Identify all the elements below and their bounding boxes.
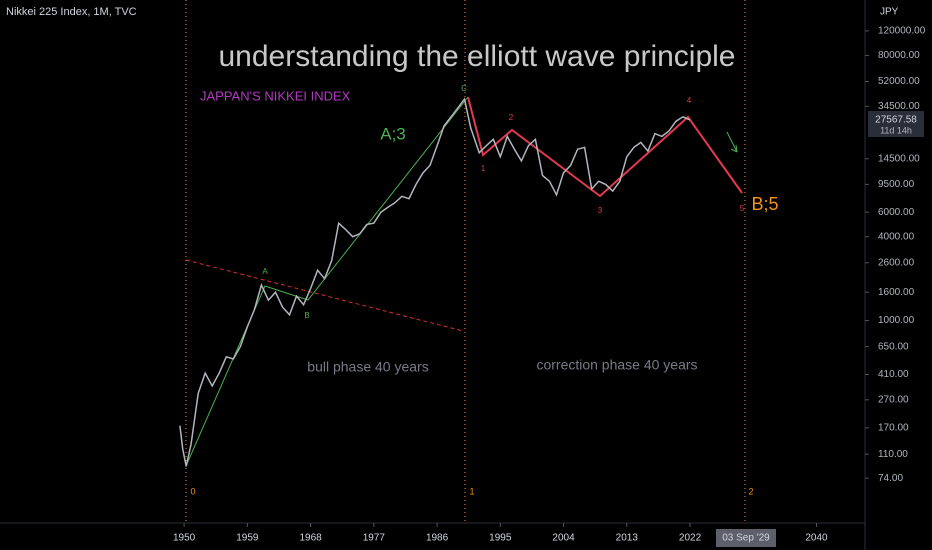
y-tick-label: 6000.00 — [878, 207, 915, 218]
y-tick-label: 52000.00 — [878, 76, 920, 87]
x-tick-label: 1986 — [426, 533, 449, 544]
currency-label: JPY — [880, 7, 899, 18]
crosshair-label: 03 Sep '29 — [722, 533, 770, 544]
wave-line — [185, 96, 469, 467]
countdown-label: 11d 14h — [880, 125, 912, 135]
annotation: 0 — [190, 486, 195, 496]
x-tick-label: 2040 — [805, 533, 828, 544]
y-tick-label: 120000.00 — [878, 26, 926, 37]
annotation: 2 — [509, 113, 514, 122]
price-box — [868, 111, 924, 137]
annotation: 5 — [740, 204, 745, 213]
y-tick-label: 80000.00 — [878, 50, 920, 61]
annotation: B — [304, 311, 309, 320]
annotation: bull phase 40 years — [307, 359, 428, 375]
arrow — [726, 131, 738, 153]
y-tick-label: 1000.00 — [878, 315, 915, 326]
y-tick-label: 110.00 — [878, 449, 908, 460]
y-tick-label: 2600.00 — [878, 257, 915, 268]
symbol-label: Nikkei 225 Index, 1M, TVC — [6, 6, 137, 18]
x-tick-label: 2004 — [552, 533, 575, 544]
x-tick-label: 1977 — [363, 533, 386, 544]
x-tick-label: 2022 — [679, 533, 702, 544]
price-line — [179, 97, 691, 467]
y-tick-label: 9500.00 — [878, 179, 915, 190]
annotation: C — [461, 84, 467, 93]
crosshair-box — [716, 529, 776, 547]
x-tick-label: 1995 — [489, 533, 512, 544]
plot — [179, 97, 691, 467]
chart-subtitle: JAPPAN'S NIKKEI INDEX — [200, 88, 351, 103]
annotation: 3 — [598, 206, 603, 215]
annotation: 4 — [687, 96, 692, 105]
y-tick-label: 650.00 — [878, 341, 909, 352]
x-tick-label: 1950 — [173, 533, 196, 544]
annotation: 2 — [748, 486, 753, 496]
y-tick-label: 410.00 — [878, 369, 909, 380]
wave-line — [467, 96, 743, 198]
annotation: 1 — [481, 164, 486, 173]
annotation: A;3 — [380, 124, 406, 143]
y-tick-label: 170.00 — [878, 422, 909, 433]
x-tick-label: 1959 — [236, 533, 259, 544]
annotation: 1 — [469, 486, 474, 496]
y-tick-label: 270.00 — [878, 394, 909, 405]
trend-line — [185, 259, 464, 332]
chart-title: understanding the elliott wave principle — [219, 40, 736, 73]
last-price-label: 27567.58 — [875, 115, 917, 126]
y-tick-label: 1600.00 — [878, 287, 915, 298]
annotation: correction phase 40 years — [536, 357, 697, 373]
y-tick-label: 34500.00 — [878, 101, 920, 112]
y-tick-label: 74.00 — [878, 473, 903, 484]
annotation: A — [262, 267, 268, 276]
y-tick-label: 4000.00 — [878, 231, 915, 242]
annotation: B;5 — [751, 194, 778, 214]
x-tick-label: 2013 — [616, 533, 639, 544]
x-tick-label: 1968 — [299, 533, 322, 544]
y-tick-label: 14500.00 — [878, 153, 920, 164]
